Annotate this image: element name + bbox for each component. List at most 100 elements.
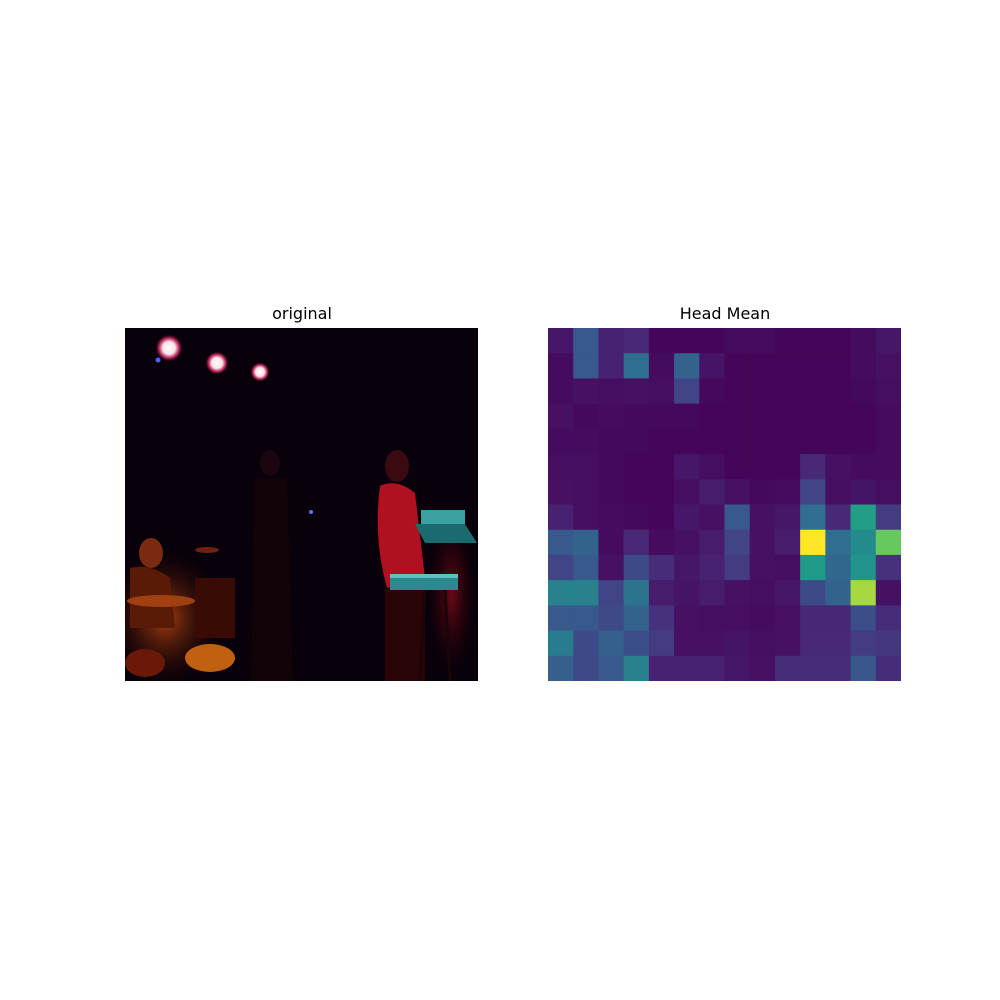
heatmap-cell	[850, 454, 877, 480]
heatmap-cell	[548, 428, 574, 455]
heatmap-cell	[875, 529, 901, 556]
heatmap-cell	[674, 605, 700, 632]
heatmap-cell	[648, 504, 675, 531]
heatmap-cell	[774, 580, 801, 606]
heatmap-cell	[573, 655, 600, 681]
heatmap-cell	[573, 328, 600, 354]
heatmap-cell	[699, 605, 726, 632]
heatmap-cell	[674, 554, 700, 581]
heatmap-cell	[674, 454, 700, 480]
heatmap-cell	[800, 454, 826, 480]
heatmap-cell	[800, 655, 826, 681]
heatmap-cell	[648, 378, 675, 405]
heatmap-cell	[724, 529, 751, 556]
heatmap-cell	[850, 479, 877, 506]
heatmap-cell	[749, 504, 776, 531]
heatmap-cell	[699, 504, 726, 531]
heatmap-cell	[800, 605, 826, 632]
heatmap-cell	[623, 353, 650, 380]
heatmap-cell	[623, 630, 650, 657]
heatmap-cell	[774, 479, 801, 506]
heatmap-cell	[573, 580, 600, 606]
heatmap-cell	[548, 454, 574, 480]
heatmap-cell	[724, 353, 751, 380]
heatmap-cell	[724, 428, 751, 455]
heatmap-cell	[573, 529, 600, 556]
heatmap-cell	[699, 454, 726, 480]
heatmap-cell	[548, 630, 574, 657]
heatmap-cell	[648, 353, 675, 380]
heatmap-cell	[648, 580, 675, 606]
heatmap-cell	[548, 479, 574, 506]
heatmap-cell	[724, 504, 751, 531]
heatmap-cell	[674, 403, 700, 430]
heatmap-cell	[598, 554, 625, 581]
heatmap-cell	[850, 328, 877, 354]
heatmap-cell	[623, 504, 650, 531]
heatmap-cell	[825, 655, 852, 681]
heatmap-cell	[674, 580, 700, 606]
heatmap-cell	[623, 554, 650, 581]
cymbal	[195, 547, 219, 553]
heatmap-cell	[800, 554, 826, 581]
heatmap-cell	[850, 655, 877, 681]
heatmap-cell	[598, 504, 625, 531]
heatmap-cell	[674, 378, 700, 405]
original-panel-title: original	[272, 304, 332, 323]
heatmap-cell	[724, 454, 751, 480]
heatmap-cell	[548, 529, 574, 556]
heatmap-cell	[724, 630, 751, 657]
heatmap-cell	[674, 479, 700, 506]
heatmap-cell	[598, 428, 625, 455]
keyboard-keys	[390, 574, 458, 578]
heatmap-cell	[800, 580, 826, 606]
heatmap-cell	[648, 428, 675, 455]
heatmap-cell	[598, 353, 625, 380]
heatmap-cell	[699, 655, 726, 681]
heatmap-cell	[749, 630, 776, 657]
heatmap-cell	[825, 454, 852, 480]
heatmap-cell	[598, 454, 625, 480]
drummer	[139, 538, 163, 568]
heatmap-cell	[875, 378, 901, 405]
stage-light	[155, 357, 161, 363]
heatmap-cell	[774, 529, 801, 556]
keyboardist-legs	[385, 588, 425, 681]
heatmap-cell	[774, 630, 801, 657]
heatmap-cell	[699, 630, 726, 657]
heatmap-cell	[623, 479, 650, 506]
heatmap-cell	[774, 353, 801, 380]
heatmap-cell	[648, 630, 675, 657]
heatmap-cell	[800, 504, 826, 531]
keyboard-stand	[443, 589, 452, 681]
heatmap-cell	[800, 378, 826, 405]
heatmap-cell	[573, 403, 600, 430]
keyboard-upper	[421, 510, 465, 524]
heatmap-cell	[598, 328, 625, 354]
heatmap-cell	[875, 655, 901, 681]
heatmap-cell	[850, 353, 877, 380]
heatmap-cell	[648, 328, 675, 354]
drum-kit	[185, 644, 235, 672]
heatmap-cell	[850, 403, 877, 430]
heatmap-cell	[623, 529, 650, 556]
heatmap-cell	[674, 504, 700, 531]
heatmap-cell	[850, 630, 877, 657]
heatmap-cell	[674, 529, 700, 556]
heatmap-cell	[699, 403, 726, 430]
heatmap-cell	[548, 353, 574, 380]
heatmap-cell	[623, 605, 650, 632]
heatmap-cell	[749, 328, 776, 354]
heatmap-cell	[598, 378, 625, 405]
heatmap-cell	[825, 353, 852, 380]
heatmap-cell	[850, 504, 877, 531]
heatmap-cell	[800, 328, 826, 354]
heatmap-cell	[749, 428, 776, 455]
heatmap-cell	[674, 655, 700, 681]
stage-light	[205, 351, 229, 375]
heatmap-cell	[875, 554, 901, 581]
keyboard-stand	[415, 524, 477, 543]
heatmap-cell	[598, 580, 625, 606]
heatmap-cell	[548, 328, 574, 354]
heatmap-cell	[623, 428, 650, 455]
